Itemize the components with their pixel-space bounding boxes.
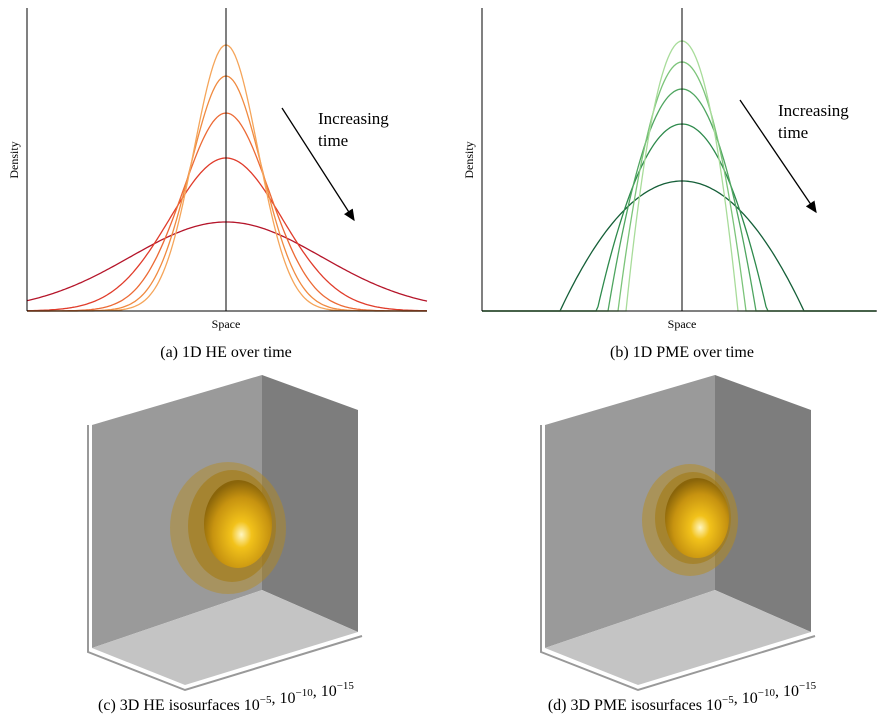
curve xyxy=(482,41,876,311)
he-curves xyxy=(27,45,427,311)
pme-curves xyxy=(482,41,876,311)
separator: , xyxy=(272,690,280,707)
curve xyxy=(27,222,427,301)
caption: (b) 1D PME over time xyxy=(610,344,754,361)
term-exp: −5 xyxy=(260,694,272,706)
caption: (d) 3D PME isosurfaces 10−5, 10−10, 10−1… xyxy=(548,680,817,714)
separator: , xyxy=(734,690,742,707)
caption: (c) 3D HE isosurfaces 10−5, 10−10, 10−15 xyxy=(98,680,354,714)
separator: , xyxy=(313,683,321,700)
term-base: 10 xyxy=(280,690,296,707)
y-label: Density xyxy=(462,141,476,178)
term-base: 10 xyxy=(742,690,758,707)
term-exp: −10 xyxy=(296,687,314,699)
annotation: time xyxy=(318,131,348,150)
pme-3d xyxy=(541,375,815,690)
term-base: 10 xyxy=(783,683,799,700)
term-base: 10 xyxy=(244,697,260,714)
y-label: Density xyxy=(7,141,21,178)
curve xyxy=(27,158,427,311)
x-label: Space xyxy=(668,317,697,331)
x-label: Space xyxy=(212,317,241,331)
term-exp: −15 xyxy=(799,680,817,692)
term-base: 10 xyxy=(321,683,337,700)
caption-text: (d) 3D PME isosurfaces xyxy=(548,697,706,714)
curve xyxy=(482,181,876,311)
curve xyxy=(27,45,427,311)
he-3d xyxy=(88,375,362,690)
annotation: Increasing xyxy=(318,109,389,128)
term-exp: −5 xyxy=(722,694,734,706)
term-exp: −15 xyxy=(337,680,355,692)
curve xyxy=(482,124,876,311)
annotation: Increasing xyxy=(778,101,849,120)
curve xyxy=(482,62,876,311)
figure: Density Space Increasing time (a) 1D HE … xyxy=(0,0,877,724)
caption-text: (c) 3D HE isosurfaces xyxy=(98,697,244,714)
separator: , xyxy=(775,683,783,700)
caption: (a) 1D HE over time xyxy=(160,344,292,361)
annotation: time xyxy=(778,123,808,142)
term-base: 10 xyxy=(706,697,722,714)
curve xyxy=(482,89,876,311)
term-exp: −10 xyxy=(758,687,776,699)
